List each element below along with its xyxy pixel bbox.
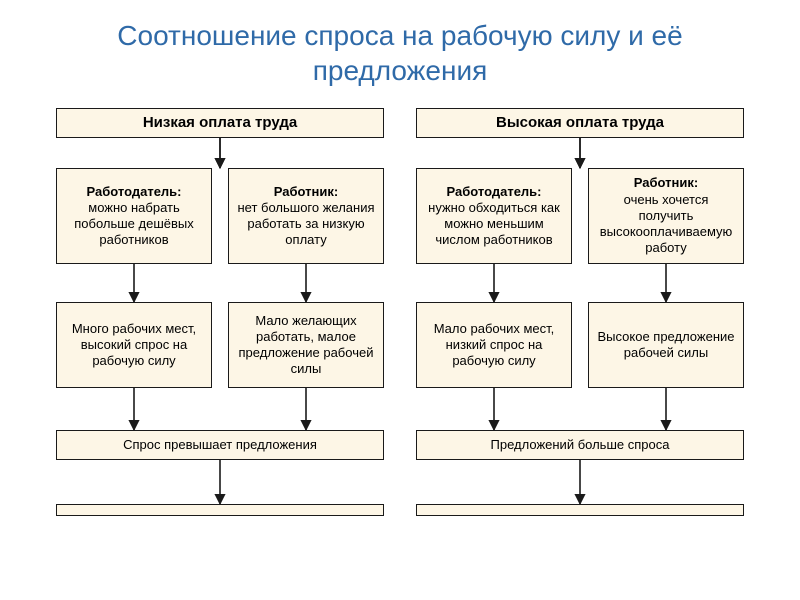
- node-a2: Работник:нет большого желания работать з…: [228, 168, 384, 264]
- node-b1: Много рабочих мест, высокий спрос на раб…: [56, 302, 212, 388]
- node-c1: Спрос превышает предложения: [56, 430, 384, 460]
- node-a4: Работник:очень хочется получить высокооп…: [588, 168, 744, 264]
- node-b4: Высокое предложение рабочей силы: [588, 302, 744, 388]
- node-a1: Работодатель:можно набрать побольше дешё…: [56, 168, 212, 264]
- node-d2: [416, 504, 744, 516]
- node-b2: Мало желающих работать, малое предложени…: [228, 302, 384, 388]
- page-title: Соотношение спроса на рабочую силу и её …: [0, 0, 800, 98]
- node-c2: Предложений больше спроса: [416, 430, 744, 460]
- node-h2: Высокая оплата труда: [416, 108, 744, 138]
- flowchart: Низкая оплата труда Высокая оплата труда Р…: [48, 108, 752, 588]
- node-h1: Низкая оплата труда: [56, 108, 384, 138]
- node-d1: [56, 504, 384, 516]
- node-b3: Мало рабочих мест, низкий спрос на рабоч…: [416, 302, 572, 388]
- node-a3: Работодатель:нужно обходиться как можно …: [416, 168, 572, 264]
